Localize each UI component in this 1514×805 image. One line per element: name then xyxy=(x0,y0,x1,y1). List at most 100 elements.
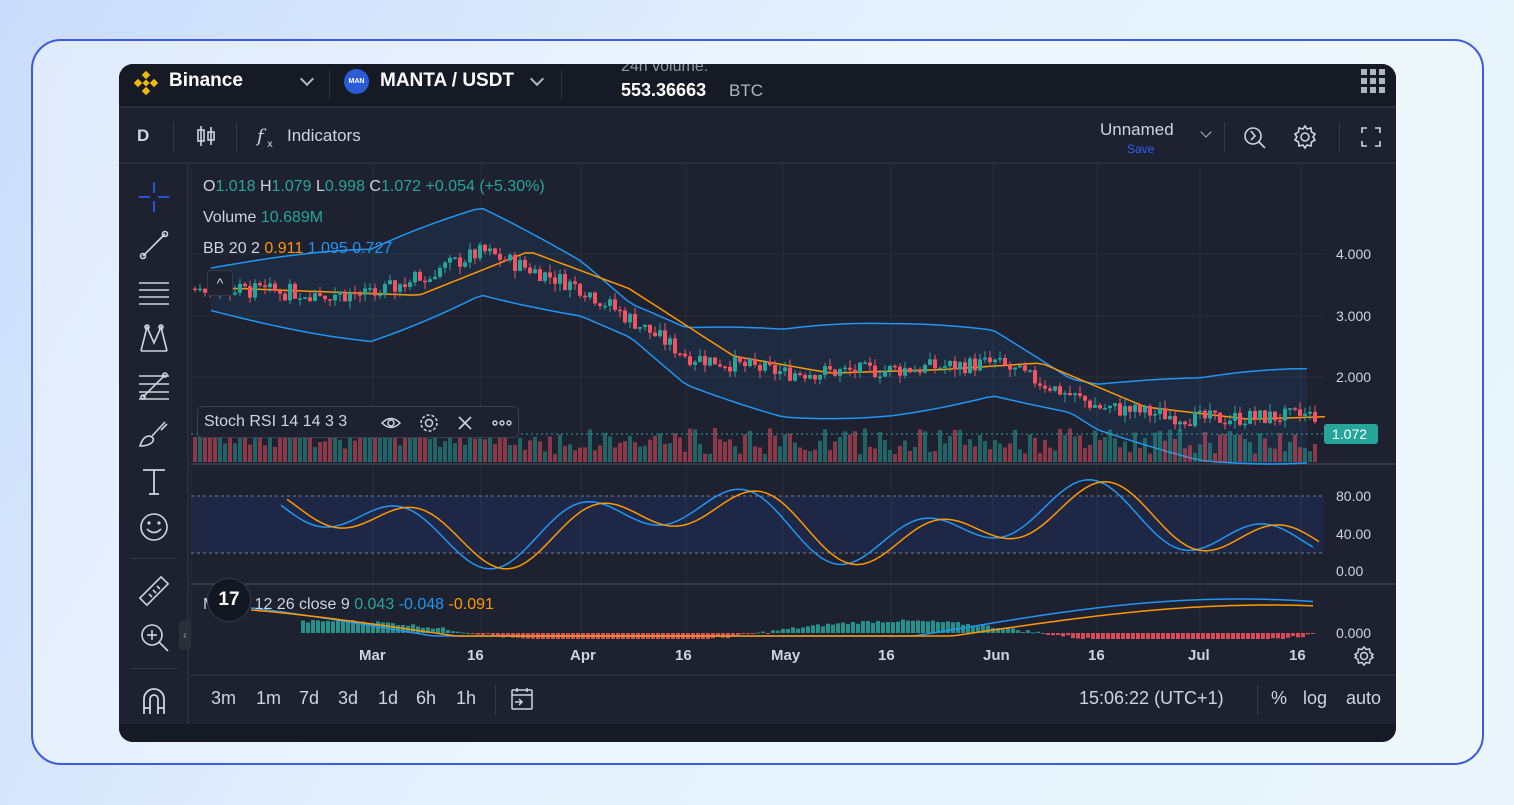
settings-icon[interactable] xyxy=(1353,645,1375,667)
chart-canvas[interactable]: 4.000 3.000 2.000 1.072 80.00 40.00 0.00 0.000 xyxy=(191,164,1396,639)
candle-body xyxy=(368,288,372,290)
collapse-legend-button[interactable]: ^ xyxy=(207,270,233,296)
candle-body xyxy=(238,283,242,293)
macd-histogram-bar xyxy=(1286,633,1290,638)
crosshair-icon[interactable] xyxy=(137,180,171,214)
chevron-down-icon[interactable] xyxy=(529,71,545,87)
percent-toggle[interactable]: % xyxy=(1271,688,1288,708)
brush-icon[interactable] xyxy=(137,416,171,450)
auto-toggle[interactable]: auto xyxy=(1346,688,1382,708)
volume-bar xyxy=(593,450,597,462)
macd-histogram-bar xyxy=(1231,633,1235,639)
range-button[interactable]: 3m xyxy=(211,688,237,708)
macd-histogram-bar xyxy=(1051,633,1055,636)
macd-histogram-bar xyxy=(1266,633,1270,639)
ruler-icon[interactable] xyxy=(137,574,171,608)
volume-bar xyxy=(378,418,382,462)
volume-bar xyxy=(558,434,562,462)
candle-body xyxy=(1088,400,1092,408)
gear-icon[interactable] xyxy=(418,412,440,434)
macd-histogram-bar xyxy=(956,621,960,633)
candle-body xyxy=(603,305,607,308)
trend-line-icon[interactable] xyxy=(137,228,171,262)
macd-histogram-bar xyxy=(1176,633,1180,639)
range-button[interactable]: 7d xyxy=(299,688,320,708)
layout-name[interactable]: Unnamed xyxy=(1100,120,1174,139)
candle-body xyxy=(873,365,877,378)
range-button[interactable]: 6h xyxy=(416,688,437,708)
bottom-bar: 3m 1m 7d 3d 1d 6h 1h 15:06:22 (UTC+1) % … xyxy=(191,674,1396,722)
chart-area[interactable]: 4.000 3.000 2.000 1.072 80.00 40.00 0.00 0.000 … xyxy=(191,164,1396,672)
candle-body xyxy=(203,288,207,293)
candles-icon[interactable] xyxy=(194,124,218,148)
horizontal-lines-icon[interactable] xyxy=(137,275,171,309)
macd-histogram-bar xyxy=(776,630,780,633)
save-link[interactable]: Save xyxy=(1127,142,1155,156)
interval-button[interactable]: D xyxy=(137,126,150,145)
candle-body xyxy=(298,298,302,300)
macd-histogram-bar xyxy=(981,625,985,633)
range-button[interactable]: 3d xyxy=(338,688,359,708)
candle-body xyxy=(483,244,487,252)
candle-body xyxy=(443,262,447,268)
range-button[interactable]: 1h xyxy=(456,688,477,708)
volume-bar xyxy=(1113,438,1117,462)
macd-histogram-bar xyxy=(781,628,785,633)
collapse-sidebar-button[interactable]: ‹ xyxy=(179,620,191,650)
fx-icon[interactable]: f x xyxy=(255,124,279,150)
candle-body xyxy=(503,259,507,262)
macd-histogram-bar xyxy=(421,627,425,633)
more-icon[interactable] xyxy=(490,412,514,434)
volume-bar xyxy=(498,430,502,462)
emoji-icon[interactable] xyxy=(137,510,171,544)
candle-body xyxy=(923,364,927,373)
indicators-button[interactable]: Indicators xyxy=(287,126,361,145)
volume-bar xyxy=(368,420,372,462)
clock-display[interactable]: 15:06:22 (UTC+1) xyxy=(1079,688,1224,708)
pattern-icon[interactable] xyxy=(137,321,171,355)
macd-histogram-bar xyxy=(1111,633,1115,639)
exchange-name[interactable]: Binance xyxy=(169,70,243,91)
log-toggle[interactable]: log xyxy=(1303,688,1328,708)
volume-bar xyxy=(333,428,337,462)
divider xyxy=(495,685,496,715)
grid-icon[interactable] xyxy=(1360,68,1386,94)
candle-body xyxy=(613,299,617,310)
macd-histogram-bar xyxy=(1006,628,1010,633)
candle-body xyxy=(638,327,642,329)
text-icon[interactable] xyxy=(137,464,171,498)
volume-bar xyxy=(478,438,482,462)
fullscreen-icon[interactable] xyxy=(1359,125,1383,149)
zoom-in-icon[interactable] xyxy=(137,620,171,654)
coin-icon: MAN xyxy=(344,69,369,94)
volume-bar xyxy=(1078,435,1082,462)
volume-bar xyxy=(1058,429,1062,462)
macd-histogram-bar xyxy=(301,620,305,633)
fib-icon[interactable] xyxy=(137,369,171,403)
pair-selector[interactable]: MANTA / USDT xyxy=(380,70,515,91)
candle-body xyxy=(758,364,762,371)
volume-bar xyxy=(208,433,212,462)
histogram-value: -0.091 xyxy=(448,596,494,613)
macd-histogram-bar xyxy=(1101,633,1105,639)
macd-histogram-bar xyxy=(446,630,450,633)
tradingview-logo[interactable]: 17 xyxy=(207,578,251,622)
magnet-icon[interactable] xyxy=(137,684,171,718)
divider xyxy=(131,558,177,559)
date-range-icon[interactable] xyxy=(509,686,535,712)
gear-icon[interactable] xyxy=(1292,124,1318,150)
range-button[interactable]: 1m xyxy=(256,688,282,708)
close-icon[interactable] xyxy=(454,412,476,434)
replay-icon[interactable] xyxy=(1242,124,1268,150)
time-axis[interactable]: Mar 16 Apr 16 May 16 Jun 16 Jul 16 xyxy=(191,639,1396,673)
volume-bar xyxy=(483,439,487,462)
macd-value: 0.043 xyxy=(354,596,395,613)
candle-body xyxy=(1263,410,1267,423)
eye-icon[interactable] xyxy=(380,412,402,434)
chevron-down-icon[interactable] xyxy=(1200,126,1212,138)
chevron-down-icon[interactable] xyxy=(299,71,315,87)
volume-bar xyxy=(1018,449,1022,462)
range-button[interactable]: 1d xyxy=(378,688,399,708)
volume-bar xyxy=(398,445,402,462)
candle-body xyxy=(1078,393,1082,396)
